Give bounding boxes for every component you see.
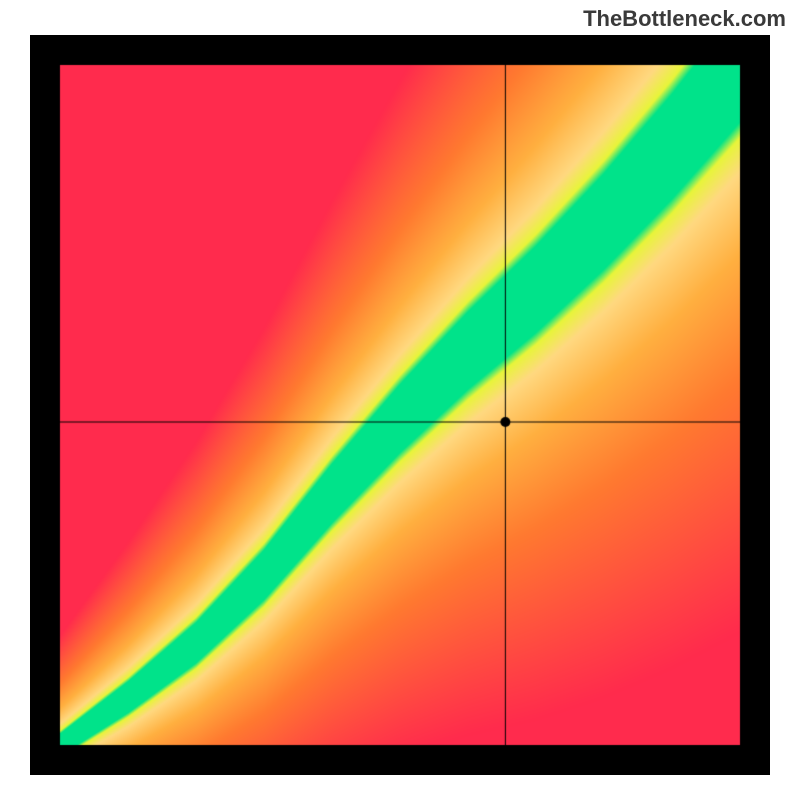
heatmap-canvas (30, 35, 770, 775)
chart-area (30, 35, 770, 775)
watermark-text: TheBottleneck.com (583, 6, 786, 32)
bottleneck-chart-container: TheBottleneck.com (0, 0, 800, 800)
